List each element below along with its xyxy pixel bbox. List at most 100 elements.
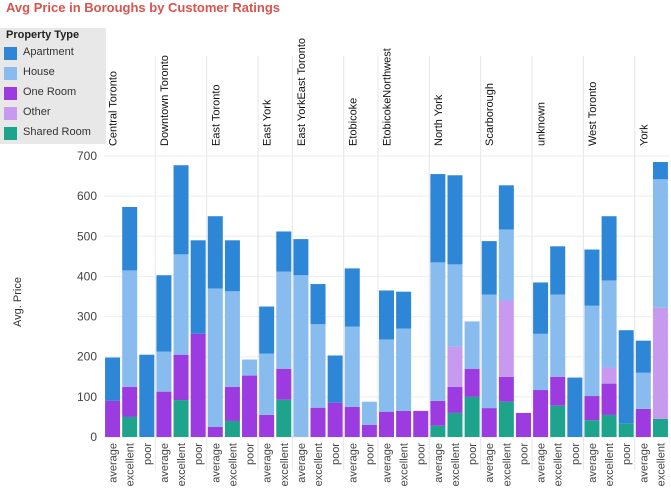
bar-segment-shared-room <box>276 399 292 437</box>
x-category-label: average <box>433 443 445 483</box>
group-header-label: Downtown Toronto <box>159 55 171 146</box>
bar-segment-house <box>293 275 309 437</box>
bar-segment-house <box>224 291 240 387</box>
legend-item-other[interactable]: Other <box>4 104 104 124</box>
legend-item-one-room[interactable]: One Room <box>4 84 104 104</box>
y-tick-label: 300 <box>77 310 97 324</box>
bar-segment-shared-room <box>464 396 480 437</box>
x-category-label: poor <box>193 443 205 465</box>
bar-segment-one-room <box>156 391 172 437</box>
x-category-label: poor <box>330 443 342 465</box>
bar-segment-apartment <box>447 175 463 265</box>
bar-segment-one-room <box>464 368 480 397</box>
legend-label-other: Other <box>23 106 51 118</box>
legend-label-house: House <box>23 66 55 78</box>
bar-segment-one-room <box>498 376 514 402</box>
bar-segment-apartment <box>105 357 121 401</box>
x-category-label: average <box>210 443 222 483</box>
x-category-label: poor <box>467 443 479 465</box>
x-category-label: excellent <box>176 443 188 486</box>
y-tick-label: 500 <box>77 229 97 243</box>
bar-segment-shared-room <box>550 405 566 437</box>
legend-label-one-room: One Room <box>23 86 77 98</box>
bar-segment-house <box>259 353 275 415</box>
bar-segment-house <box>447 264 463 347</box>
bar-segment-house <box>396 328 412 411</box>
bar-segment-house <box>464 321 480 369</box>
y-tick-label: 100 <box>77 390 97 404</box>
group-header-label: York <box>638 124 650 146</box>
x-category-label: excellent <box>125 443 137 486</box>
x-category-label: average <box>159 443 171 483</box>
bar-segment-one-room <box>396 410 412 437</box>
legend-label-apartment: Apartment <box>23 46 74 58</box>
bar-segment-apartment <box>139 354 155 437</box>
bar-segment-house <box>173 254 189 355</box>
bar-segment-apartment <box>584 249 600 306</box>
x-category-label: poor <box>416 443 428 465</box>
bar-segment-one-room <box>430 400 446 426</box>
legend-swatch-apartment <box>4 47 17 60</box>
group-header-label: unknown <box>536 102 548 146</box>
x-category-label: poor <box>142 443 154 465</box>
bar-segment-house <box>481 294 497 409</box>
group-header-label: East YorkEast Toronto <box>296 38 308 146</box>
bar-segment-one-room <box>242 375 258 437</box>
x-category-label: excellent <box>227 443 239 486</box>
bar-segment-shared-room <box>122 416 138 437</box>
bar-segment-shared-room <box>618 423 634 437</box>
bar-segment-apartment <box>430 174 446 263</box>
bar-segment-house <box>601 280 617 368</box>
bar-segment-one-room <box>327 402 343 437</box>
bar-segment-one-room <box>276 368 292 400</box>
group-header-label: East York <box>262 99 274 146</box>
bar-segment-apartment <box>652 162 668 180</box>
x-category-label: poor <box>570 443 582 465</box>
bar-segment-other <box>652 307 668 419</box>
bar-segment-house <box>379 339 394 412</box>
legend-item-apartment[interactable]: Apartment <box>4 44 104 64</box>
x-category-label: average <box>108 443 120 483</box>
bar-segment-one-room <box>515 412 531 437</box>
bar-segment-other <box>447 346 463 387</box>
legend-swatch-shared-room <box>4 127 17 140</box>
legend-swatch-house <box>4 67 17 80</box>
bar-segment-house <box>498 229 514 301</box>
x-category-label: poor <box>621 443 633 465</box>
bar-segment-house <box>652 179 668 308</box>
bar-segment-apartment <box>481 241 497 295</box>
group-header-label: West Toronto <box>587 82 599 146</box>
bar-segment-apartment <box>190 240 206 334</box>
x-category-label: average <box>262 443 274 483</box>
x-category-label: average <box>536 443 548 483</box>
legend-item-shared-room[interactable]: Shared Room <box>4 124 104 144</box>
bar-segment-shared-room <box>173 400 189 437</box>
bar-segment-apartment <box>533 282 549 334</box>
bar-segment-one-room <box>379 411 394 437</box>
bar-segment-house <box>344 326 360 407</box>
x-category-label: excellent <box>501 443 513 486</box>
bar-segment-apartment <box>498 185 514 230</box>
y-tick-label: 700 <box>77 149 97 163</box>
bar-segment-one-room <box>105 400 121 437</box>
bar-segment-house <box>635 372 651 409</box>
legend-title: Property Type <box>6 29 80 41</box>
legend-label-shared-room: Shared Room <box>23 126 91 138</box>
bar-segment-apartment <box>618 330 634 424</box>
bar-segment-other <box>601 367 617 384</box>
chart-title: Avg Price in Boroughs by Customer Rating… <box>6 0 281 15</box>
x-category-label: average <box>382 443 394 483</box>
bar-segment-one-room <box>601 383 617 415</box>
x-category-label: average <box>484 443 496 483</box>
bar-segment-house <box>310 324 326 408</box>
bar-segment-one-room <box>190 333 206 437</box>
x-category-label: excellent <box>655 443 667 486</box>
bar-segment-house <box>122 270 138 387</box>
bar-segment-one-room <box>173 354 189 401</box>
legend-item-house[interactable]: House <box>4 64 104 84</box>
y-tick-label: 600 <box>77 189 97 203</box>
x-category-label: excellent <box>604 443 616 486</box>
bar-segment-apartment <box>122 206 138 271</box>
bar-segment-apartment <box>635 340 651 373</box>
group-header-label: North York <box>433 94 445 146</box>
